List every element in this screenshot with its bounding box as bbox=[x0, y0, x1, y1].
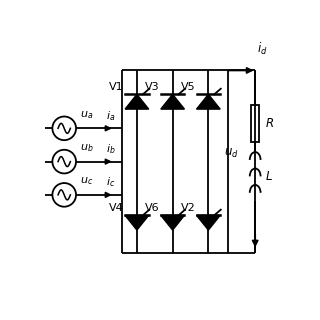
Polygon shape bbox=[125, 215, 149, 230]
Text: $L$: $L$ bbox=[265, 170, 273, 183]
Polygon shape bbox=[196, 94, 220, 109]
Text: $R$: $R$ bbox=[265, 117, 274, 130]
Text: $i_d$: $i_d$ bbox=[257, 41, 268, 57]
Text: V2: V2 bbox=[180, 203, 195, 213]
Text: $u_a$: $u_a$ bbox=[80, 109, 94, 121]
Text: $i_a$: $i_a$ bbox=[106, 109, 115, 123]
Polygon shape bbox=[125, 94, 149, 109]
Polygon shape bbox=[161, 94, 184, 109]
Text: $i_c$: $i_c$ bbox=[106, 176, 115, 189]
Polygon shape bbox=[196, 215, 220, 230]
Text: $u_d$: $u_d$ bbox=[224, 147, 239, 160]
Text: V4: V4 bbox=[109, 203, 124, 213]
Text: V5: V5 bbox=[181, 82, 195, 92]
Text: $u_c$: $u_c$ bbox=[80, 176, 94, 188]
Text: V6: V6 bbox=[145, 203, 160, 213]
Polygon shape bbox=[161, 215, 184, 230]
Text: $i_b$: $i_b$ bbox=[106, 142, 115, 156]
Text: V1: V1 bbox=[109, 82, 124, 92]
Bar bbox=[252, 105, 259, 142]
Text: V3: V3 bbox=[145, 82, 160, 92]
Text: $u_b$: $u_b$ bbox=[80, 142, 94, 154]
